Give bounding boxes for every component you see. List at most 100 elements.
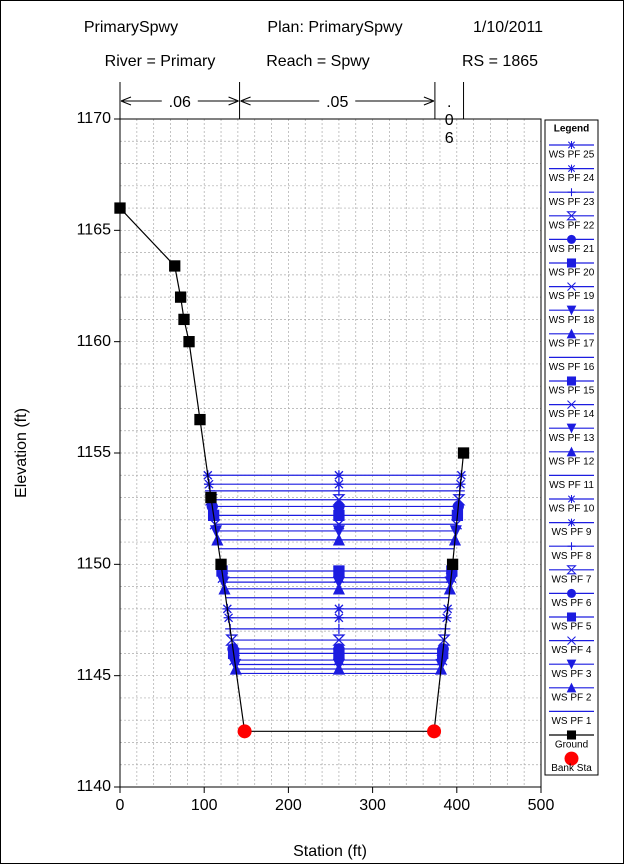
marker: [333, 509, 345, 521]
legend-label: WS PF 13: [549, 433, 595, 444]
y-tick-label: 1170: [77, 110, 112, 127]
bank-station: [427, 724, 442, 739]
marker: [446, 558, 459, 570]
marker: [566, 659, 577, 670]
marker: [332, 576, 345, 589]
marker: [225, 634, 239, 646]
legend-marker: [564, 751, 579, 766]
bank-station: [237, 724, 252, 739]
x-tick-label: 500: [528, 797, 555, 814]
legend-label: WS PF 20: [549, 268, 595, 279]
marker: [333, 612, 344, 623]
marker: [567, 494, 576, 503]
marker: [567, 636, 576, 645]
rs: RS = 1865: [462, 53, 538, 70]
legend-label: WS PF 11: [549, 480, 594, 491]
legend-label: WS PF 15: [549, 386, 595, 397]
legend-label: WS PF 1: [551, 716, 591, 727]
y-tick-label: 1145: [77, 667, 112, 684]
legend-label: Bank Sta: [551, 763, 592, 774]
marker: [169, 260, 181, 272]
x-tick-label: 200: [275, 797, 302, 814]
marker: [567, 542, 576, 551]
n-value: .06: [169, 94, 191, 111]
legend-title: Legend: [554, 124, 590, 135]
y-axis-label: Elevation (ft): [13, 408, 30, 498]
x-tick-label: 300: [359, 797, 386, 814]
legend-label: WS PF 25: [549, 150, 595, 161]
marker: [333, 470, 344, 481]
n-value: .05: [326, 94, 348, 111]
date: 1/10/2011: [473, 19, 543, 36]
marker: [332, 525, 345, 538]
marker: [566, 234, 577, 244]
marker: [567, 188, 576, 197]
marker: [566, 258, 577, 268]
marker: [566, 612, 577, 622]
marker: [332, 634, 346, 646]
legend-label: WS PF 4: [551, 645, 591, 656]
x-axis-label: Station (ft): [293, 843, 367, 860]
legend-label: WS PF 22: [549, 220, 595, 231]
y-tick-label: 1155: [77, 444, 112, 461]
marker: [566, 588, 577, 598]
legend-label: WS PF 3: [551, 669, 591, 680]
marker: [114, 202, 126, 214]
arrowhead: [240, 96, 251, 106]
arrowhead: [120, 96, 132, 106]
legend-label: WS PF 10: [549, 504, 595, 515]
marker: [567, 282, 576, 291]
marker: [333, 647, 345, 660]
arrowhead: [228, 96, 239, 106]
marker: [332, 533, 345, 546]
legend-label: WS PF 6: [551, 598, 591, 609]
legend-label: WS PF 14: [549, 409, 595, 420]
marker: [566, 328, 577, 339]
legend-label: WS PF 2: [551, 692, 591, 703]
marker: [567, 400, 576, 409]
marker: [566, 376, 577, 386]
marker: [566, 211, 577, 221]
x-tick-label: 0: [116, 797, 125, 814]
legend-label: WS PF 24: [549, 173, 595, 184]
y-tick-label: 1150: [77, 556, 112, 573]
marker: [333, 603, 344, 614]
legend-label: WS PF 18: [549, 315, 595, 326]
marker: [194, 413, 206, 426]
legend-label: WS PF 16: [549, 362, 595, 373]
marker: [333, 623, 344, 634]
marker: [332, 582, 345, 595]
legend-label: WS PF 9: [551, 527, 591, 538]
marker: [566, 682, 577, 693]
marker: [183, 336, 195, 348]
legend-label: Ground: [555, 740, 588, 751]
marker: [215, 558, 227, 570]
marker: [566, 730, 577, 740]
reach: Reach = Spwy: [266, 53, 370, 70]
legend-label: WS PF 19: [549, 291, 595, 302]
marker: [566, 565, 577, 575]
plan: Plan: PrimarySpwy: [267, 19, 402, 36]
y-tick-label: 1165: [77, 222, 112, 239]
legend-label: WS PF 12: [549, 456, 595, 467]
legend-label: WS PF 21: [549, 244, 595, 255]
marker: [566, 446, 577, 457]
legend-label: WS PF 7: [551, 574, 591, 585]
marker: [333, 479, 344, 490]
marker: [566, 305, 577, 316]
marker: [457, 447, 470, 459]
marker: [174, 291, 187, 303]
legend-label: WS PF 8: [551, 551, 591, 562]
arrowhead: [423, 96, 435, 106]
x-tick-label: 400: [443, 797, 470, 814]
legend-label: WS PF 23: [549, 197, 595, 208]
marker: [205, 491, 217, 504]
title: PrimarySpwy: [84, 19, 178, 36]
marker: [178, 313, 190, 326]
marker: [567, 518, 576, 527]
marker: [333, 565, 345, 577]
y-tick-label: 1160: [77, 333, 112, 350]
